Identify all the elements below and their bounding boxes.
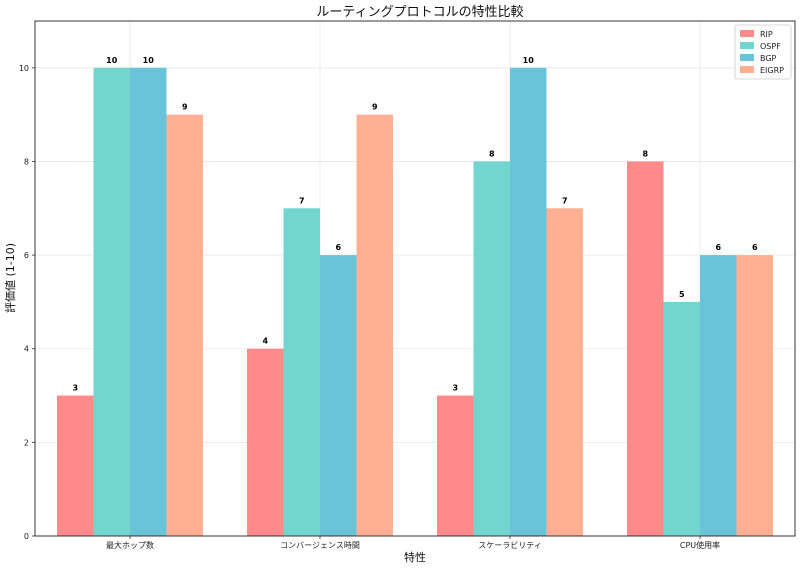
y-tick-label: 10 [19,64,29,73]
bar-bgp-3 [700,255,737,536]
legend-label-bgp: BGP [760,54,777,63]
bar-eigrp-2 [546,208,583,537]
bar-eigrp-3 [736,255,773,536]
data-label: 10 [523,56,535,65]
legend-swatch-ospf [740,42,754,49]
legend-swatch-bgp [740,54,754,61]
legend-label-rip: RIP [760,30,773,39]
data-label: 8 [642,149,648,158]
bar-rip-3 [627,161,664,537]
bar-eigrp-0 [166,114,203,537]
bar-ospf-1 [283,208,320,537]
legend-label-ospf: OSPF [760,42,781,51]
x-tick-label: CPU使用率 [680,540,720,550]
legend-swatch-eigrp [740,66,754,73]
data-label: 8 [489,149,495,158]
x-tick-label: スケーラビリティ [478,541,542,550]
data-label: 7 [562,196,568,205]
bar-rip-1 [247,348,284,536]
bar-rip-0 [57,395,94,536]
data-label: 9 [372,103,378,112]
data-label: 3 [72,384,78,393]
axes: 0 2 4 6 8 10 最大ホップ数 コンバージェンス時間 スケーラビリティ CPU使用率 [19,20,796,550]
y-tick-label: 6 [24,251,29,260]
y-tick-label: 8 [24,157,29,166]
legend: RIP OSPF BGP EIGRP [734,24,792,80]
y-axis-title: 評価値 (1-10) [3,243,17,313]
data-label: 6 [335,243,341,252]
plot-frame [34,20,796,537]
bar-ospf-2 [473,161,510,537]
data-label: 10 [106,56,118,65]
legend-swatch-rip [740,30,754,37]
data-label: 10 [143,56,155,65]
data-label: 4 [262,337,268,346]
data-label: 7 [299,196,305,205]
bar-ospf-0 [93,67,130,537]
bar-bgp-2 [510,67,547,537]
data-label: 3 [452,384,458,393]
bar-bgp-0 [130,67,167,537]
data-labels: 3 10 10 9 4 7 6 9 3 8 10 7 8 5 6 6 [72,56,758,393]
data-label: 5 [679,290,685,299]
data-label: 9 [182,103,188,112]
data-label: 6 [752,243,758,252]
y-tick-label: 2 [24,438,29,447]
chart-title: ルーティングプロトコルの特性比較 [316,5,523,20]
bars [57,67,773,537]
y-tick-label: 0 [24,532,29,541]
y-tick-label: 4 [24,345,29,354]
bar-bgp-1 [320,255,357,536]
x-axis-title: 特性 [404,550,426,564]
bar-rip-2 [437,395,474,536]
bar-eigrp-1 [356,114,393,537]
legend-box [734,24,792,80]
legend-label-eigrp: EIGRP [760,66,784,75]
data-label: 6 [715,243,721,252]
x-tick-label: コンバージェンス時間 [280,541,360,550]
bar-ospf-3 [663,301,700,536]
x-tick-label: 最大ホップ数 [106,540,154,550]
